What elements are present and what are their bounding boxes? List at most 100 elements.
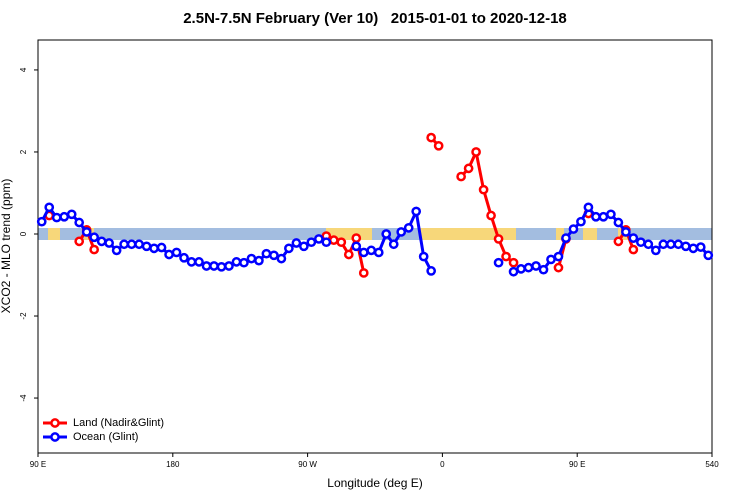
data-point bbox=[276, 253, 287, 264]
data-point bbox=[613, 236, 624, 247]
y-tick-label: 2 bbox=[19, 149, 28, 154]
data-point bbox=[493, 257, 504, 268]
data-point bbox=[141, 241, 152, 252]
data-point bbox=[239, 257, 249, 268]
data-point bbox=[351, 241, 362, 252]
data-point bbox=[269, 250, 279, 261]
data-point bbox=[636, 237, 646, 248]
data-point bbox=[179, 252, 189, 263]
data-point bbox=[591, 211, 601, 222]
data-point bbox=[508, 266, 519, 277]
series-line bbox=[77, 136, 635, 274]
data-point bbox=[628, 244, 639, 255]
data-point bbox=[74, 217, 85, 228]
data-point bbox=[628, 233, 639, 243]
data-point bbox=[216, 261, 227, 272]
data-point bbox=[388, 239, 399, 250]
plot-frame bbox=[37, 39, 713, 454]
data-point bbox=[171, 247, 182, 258]
data-point bbox=[643, 239, 654, 250]
data-point bbox=[328, 235, 339, 245]
data-point bbox=[688, 243, 699, 254]
x-tick-label: 90 E bbox=[30, 460, 46, 469]
data-point bbox=[486, 210, 496, 221]
data-point bbox=[306, 237, 317, 248]
data-point bbox=[403, 222, 414, 233]
data-point bbox=[553, 262, 564, 273]
data-point bbox=[111, 245, 122, 256]
data-point bbox=[186, 257, 197, 267]
data-point bbox=[284, 243, 294, 254]
data-point bbox=[119, 239, 129, 250]
data-point bbox=[538, 264, 549, 275]
data-point bbox=[508, 257, 519, 268]
data-point bbox=[621, 227, 631, 237]
data-point bbox=[336, 237, 347, 248]
data-point bbox=[254, 255, 264, 266]
data-point bbox=[104, 238, 114, 248]
data-point bbox=[366, 245, 377, 256]
data-point bbox=[209, 261, 219, 271]
data-point bbox=[164, 249, 174, 260]
data-point bbox=[74, 236, 85, 247]
data-point bbox=[531, 261, 541, 271]
legend-label: Land (Nadir&Glint) bbox=[73, 417, 164, 429]
data-point bbox=[373, 247, 384, 258]
data-point bbox=[313, 234, 324, 244]
data-point bbox=[598, 211, 609, 222]
y-tick-label: -2 bbox=[19, 312, 28, 320]
data-point bbox=[471, 147, 481, 157]
x-tick-label: 90 W bbox=[298, 460, 317, 469]
data-point bbox=[463, 163, 474, 174]
y-tick-label: -4 bbox=[19, 394, 28, 402]
data-point bbox=[523, 262, 534, 273]
legend-marker bbox=[50, 418, 60, 428]
legend-label: Ocean (Glint) bbox=[73, 431, 138, 443]
data-point bbox=[149, 243, 159, 254]
data-point bbox=[291, 238, 302, 248]
data-point bbox=[44, 202, 55, 213]
data-point bbox=[606, 209, 616, 220]
data-point bbox=[426, 266, 437, 276]
data-point bbox=[126, 239, 137, 250]
x-tick-label: 90 E bbox=[569, 460, 585, 469]
x-axis-label: Longitude (deg E) bbox=[327, 476, 422, 490]
data-point bbox=[396, 227, 407, 237]
data-point bbox=[321, 237, 332, 248]
data-point bbox=[561, 233, 571, 243]
data-point bbox=[156, 242, 167, 253]
data-point bbox=[673, 239, 684, 250]
data-point bbox=[613, 217, 624, 228]
data-point bbox=[351, 233, 362, 243]
data-point bbox=[576, 216, 586, 227]
legend: Land (Nadir&Glint) Ocean (Glint) bbox=[43, 417, 164, 443]
data-point bbox=[433, 140, 444, 151]
y-axis-label: XCO2 - MLO trend (ppm) bbox=[0, 179, 13, 314]
data-point bbox=[583, 202, 594, 213]
data-point bbox=[231, 257, 242, 267]
data-point bbox=[201, 261, 212, 271]
land-ocean-strip bbox=[38, 228, 712, 240]
data-point bbox=[493, 234, 504, 244]
x-tick-label: 0 bbox=[440, 460, 445, 469]
data-point bbox=[516, 264, 526, 274]
data-point bbox=[680, 241, 691, 252]
data-point bbox=[703, 250, 714, 261]
data-point bbox=[224, 261, 234, 271]
y-tick-label: 0 bbox=[19, 231, 28, 236]
data-point bbox=[658, 239, 669, 250]
data-point bbox=[59, 211, 70, 222]
data-point bbox=[553, 251, 564, 262]
y-tick-label: 4 bbox=[19, 67, 28, 72]
data-point bbox=[36, 216, 47, 227]
data-point bbox=[89, 232, 100, 243]
data-point bbox=[568, 224, 579, 234]
data-point bbox=[501, 251, 511, 262]
data-point bbox=[134, 239, 144, 250]
data-point bbox=[411, 206, 422, 217]
data-point bbox=[650, 245, 661, 256]
data-point bbox=[478, 184, 489, 195]
data-point bbox=[546, 254, 556, 265]
data-point bbox=[51, 212, 62, 223]
